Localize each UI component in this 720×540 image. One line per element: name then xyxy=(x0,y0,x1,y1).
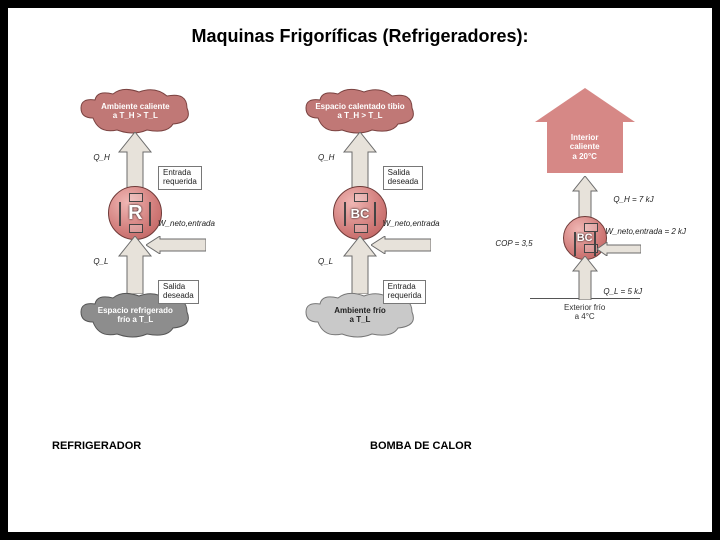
warm-space-label: Espacio calentado tibioa T_H > T_L xyxy=(309,100,410,122)
salida-deseada-box: Salidadeseada xyxy=(158,280,199,304)
diagram-heat-pump: Espacio calentado tibioa T_H > T_L Q_H B… xyxy=(253,88,468,418)
w-in-label: W_neto,entrada xyxy=(158,220,215,229)
cold-reservoir-label: Espacio refrigeradofrío a T_L xyxy=(92,304,179,326)
w-in-arrow xyxy=(597,242,641,256)
entrada-requerida-box: Entradarequerida xyxy=(383,280,427,304)
warm-space-cloud: Espacio calentado tibioa T_H > T_L xyxy=(300,88,420,134)
house-label: Interiorcalientea 20°C xyxy=(570,133,600,161)
refrigerator-core: R xyxy=(108,186,162,240)
slide: Maquinas Frigoríficas (Refrigeradores): … xyxy=(8,8,712,532)
w-in-arrow xyxy=(371,236,431,254)
ql-arrow xyxy=(570,256,600,300)
w-in-label: W_neto,entrada xyxy=(383,220,440,229)
ql-value: Q_L = 5 kJ xyxy=(603,288,642,297)
ground-label-block: Exterior fríoa 4°C xyxy=(530,298,640,321)
heat-pump-core: BC xyxy=(333,186,387,240)
qh-value: Q_H = 7 kJ xyxy=(613,196,653,205)
diagram-row: Ambiente calientea T_H > T_L Q_H R Q_L E… xyxy=(28,88,692,418)
entrada-requerida-box: Entradarequerida xyxy=(158,166,202,190)
hot-reservoir-label: Ambiente calientea T_H > T_L xyxy=(95,100,175,122)
w-in-value: W_neto,entrada = 2 kJ xyxy=(605,228,686,237)
w-in-arrow xyxy=(146,236,206,254)
qh-label: Q_H xyxy=(93,154,109,163)
ground-label: Exterior fríoa 4°C xyxy=(564,303,605,321)
ql-label: Q_L xyxy=(318,258,333,267)
qh-label: Q_H xyxy=(318,154,334,163)
cold-ambient-label: Ambiente fríoa T_L xyxy=(328,304,392,326)
cop-value: COP = 3,5 xyxy=(495,240,532,249)
qh-arrow: Q_H xyxy=(340,132,380,190)
salida-deseada-box: Salidadeseada xyxy=(383,166,424,190)
caption-refrigerador: REFRIGERADOR xyxy=(52,440,141,452)
caption-bomba-de-calor: BOMBA DE CALOR xyxy=(370,440,472,452)
hot-reservoir-cloud: Ambiente calientea T_H > T_L xyxy=(75,88,195,134)
slide-title: Maquinas Frigoríficas (Refrigeradores): xyxy=(8,26,712,47)
qh-arrow xyxy=(570,176,600,220)
house-body: Interiorcalientea 20°C xyxy=(547,121,623,173)
house-icon: Interiorcalientea 20°C xyxy=(535,88,635,178)
diagram-heat-pump-example: Interiorcalientea 20°C BC Exterior fríoa… xyxy=(477,88,692,418)
qh-arrow: Q_H xyxy=(115,132,155,190)
diagram-refrigerator: Ambiente calientea T_H > T_L Q_H R Q_L E… xyxy=(28,88,243,418)
ql-label: Q_L xyxy=(93,258,108,267)
house-roof xyxy=(535,88,635,122)
